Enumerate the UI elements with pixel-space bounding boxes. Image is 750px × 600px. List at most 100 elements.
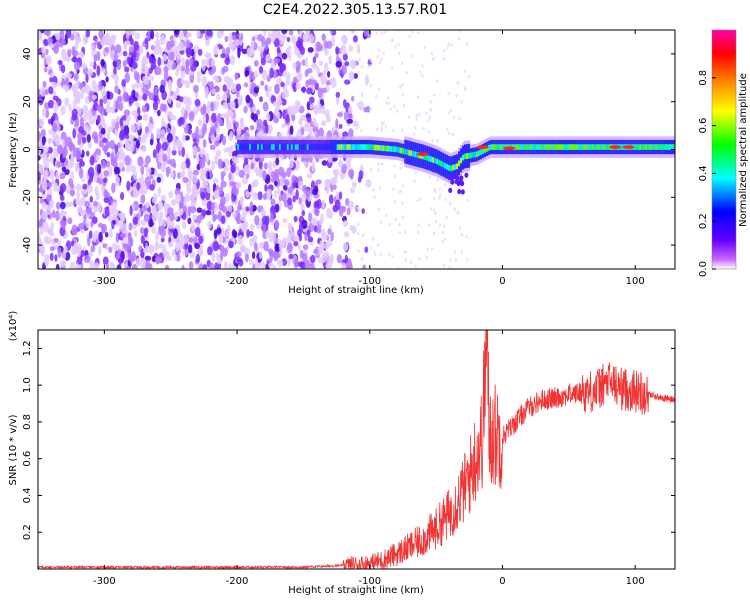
spectrogram-noise-cell [110,152,115,162]
spectrogram-noise-cell [401,215,404,220]
spectrogram-noise-cell [146,51,150,59]
spectrogram-noise-cell [360,128,363,133]
spectrogram-noise-cell [106,152,111,158]
spectrogram-noise-cell [244,69,250,77]
spectrogram-noise-cell [321,160,328,166]
spectrogram-signal-core [272,144,276,150]
spectrogram-signal-core [438,159,441,166]
spectrogram-noise-cell [125,265,131,269]
spectrogram-noise-cell [75,263,82,269]
spectrogram-noise-cell [145,201,150,209]
spectrogram-noise-cell [90,245,96,253]
spectrogram-noise-cell [318,127,324,137]
spectrogram-noise-cell [40,246,45,257]
spectrogram-noise-cell [259,241,264,249]
snr-marks [38,330,675,569]
spectrogram-noise-cell [259,96,263,103]
spectrogram-signal-core [491,144,495,150]
spectrogram-noise-cell [55,263,60,269]
spectrogram-noise-cell [306,87,313,95]
spectrogram-noise-cell [221,247,228,257]
spectrogram-signal-core [247,144,250,150]
spectrogram-noise-cell [311,79,317,86]
spectrogram-noise-cell [105,263,110,269]
spectrogram-signal-core [569,144,572,150]
spectrogram-noise-cell [114,85,119,94]
spectrogram-noise-cell [234,39,240,46]
spectrogram-signal-core [324,144,327,150]
spectrogram-noise-cell [243,82,249,88]
spectrogram-noise-cell [108,246,113,253]
spectrogram-noise-cell [149,116,153,124]
spectrogram-signal-cell [460,189,465,195]
spectrogram-noise-cell [196,215,202,224]
spectrogram-noise-cell [447,111,451,115]
spectrogram-noise-cell [198,250,203,257]
spectrogram-noise-cell [187,237,194,243]
spectrogram-noise-cell [152,212,156,224]
spectrogram-noise-cell [227,205,233,213]
spectrogram-noise-cell [394,200,397,204]
spectrogram-noise-cell [316,67,321,74]
spectrogram-signal-core [268,144,272,150]
spectrogram-noise-cell [178,31,184,41]
spectrogram-noise-cell [210,134,216,143]
spectrogram-noise-cell [248,230,254,237]
spectrogram-noise-cell [167,95,172,104]
spectrogram-noise-cell [43,67,48,73]
spectrogram-signal-core [255,144,258,150]
spectrogram-noise-cell [71,83,78,92]
spectrogram-noise-cell [387,101,390,105]
spectrogram-noise-cell [428,115,432,119]
spectrogram-noise-cell [292,62,297,70]
spectrogram-noise-cell [177,140,183,152]
spectrogram-noise-cell [82,183,88,190]
spectrogram-noise-cell [249,259,254,266]
spectrogram-noise-cell [429,99,432,104]
spectrogram-noise-cell [105,76,109,83]
spectrogram-noise-cell [55,171,60,180]
spectrogram-noise-cell [356,206,359,211]
spectrogram-noise-cell [387,96,390,100]
spectrogram-noise-cell [312,117,317,126]
spectrogram-noise-cell [202,264,208,269]
spectrogram-noise-cell [326,207,331,219]
spectrogram-noise-cell [314,207,320,217]
spectrogram-noise-cell [275,157,280,166]
spectrogram-noise-cell [375,31,378,35]
spectrogram-noise-cell [271,30,279,39]
spectrogram-noise-cell [184,135,190,141]
spectrogram-noise-cell [87,236,91,247]
spectrogram-noise-cell [111,182,116,194]
spectrogram-noise-cell [360,257,364,262]
spectrogram-noise-cell [447,91,450,96]
spectrogram-noise-cell [284,179,290,187]
spectrogram-noise-cell [442,57,446,61]
spectrogram-signal-core [243,144,246,150]
spectrogram-noise-cell [306,229,311,238]
spectrogram-noise-cell [324,48,329,56]
spectrogram-noise-cell [382,122,385,126]
spectrogram-noise-cell [109,228,113,239]
spectrogram-noise-cell [286,242,293,253]
spectrogram-noise-cell [273,189,278,199]
spectrogram-noise-cell [72,147,79,158]
spectrogram-noise-cell [171,249,176,257]
spectrogram-noise-cell [183,234,189,244]
spectrogram-signal-core [473,151,477,158]
spectrogram-noise-cell [98,245,102,256]
spectrogram-noise-cell [423,45,427,50]
spectrogram-noise-cell [321,231,328,241]
spectrogram-noise-cell [45,30,51,37]
spectrogram-noise-cell [168,59,174,66]
spectrogram-noise-cell [342,53,348,61]
spectrogram-signal-core [477,150,481,156]
spectrogram-noise-cell [324,40,328,49]
spectrogram-signal-core [472,152,475,158]
spectrogram-noise-cell [224,57,231,66]
spectrogram-noise-cell [182,30,188,36]
spectrogram-signal-core [673,144,675,150]
spectrogram-signal-core [312,144,315,150]
spectrogram-noise-cell [113,53,119,62]
spectrogram-signal-core [539,144,542,150]
